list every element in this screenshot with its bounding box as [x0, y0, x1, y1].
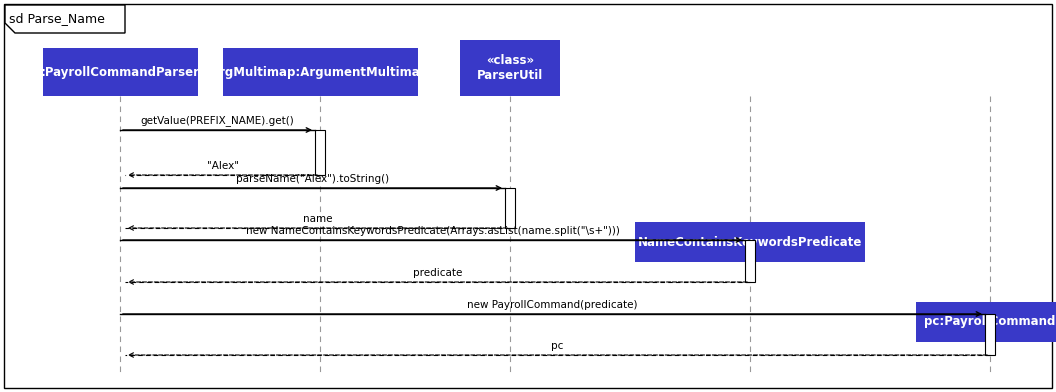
Text: new NameContainsKeywordsPredicate(Arrays.asList(name.split("\s+"))): new NameContainsKeywordsPredicate(Arrays…: [246, 226, 620, 236]
Text: NameContainsKeywordsPredicate: NameContainsKeywordsPredicate: [638, 236, 862, 249]
Text: argMultimap:ArgumentMultimap: argMultimap:ArgumentMultimap: [211, 65, 429, 78]
Text: pc:PayrollCommand: pc:PayrollCommand: [924, 316, 1056, 328]
Bar: [42, 48, 197, 96]
Bar: [985, 314, 995, 355]
Bar: [223, 48, 417, 96]
Text: parseName("Alex").toString(): parseName("Alex").toString(): [235, 174, 389, 184]
Text: :PayrollCommandParser: :PayrollCommandParser: [40, 65, 200, 78]
Text: sd Parse_Name: sd Parse_Name: [10, 13, 105, 25]
Bar: [744, 240, 755, 282]
Text: "Alex": "Alex": [207, 161, 239, 171]
Bar: [505, 188, 515, 228]
Text: getValue(PREFIX_NAME).get(): getValue(PREFIX_NAME).get(): [140, 115, 295, 126]
Polygon shape: [5, 5, 125, 33]
Bar: [460, 40, 560, 96]
Text: «class»
ParserUtil: «class» ParserUtil: [477, 54, 543, 82]
Text: pc: pc: [551, 341, 564, 351]
Text: new PayrollCommand(predicate): new PayrollCommand(predicate): [467, 300, 638, 310]
Text: predicate: predicate: [413, 268, 463, 278]
Bar: [916, 302, 1056, 342]
Bar: [315, 130, 325, 175]
Text: name: name: [303, 214, 333, 224]
Bar: [635, 222, 865, 262]
